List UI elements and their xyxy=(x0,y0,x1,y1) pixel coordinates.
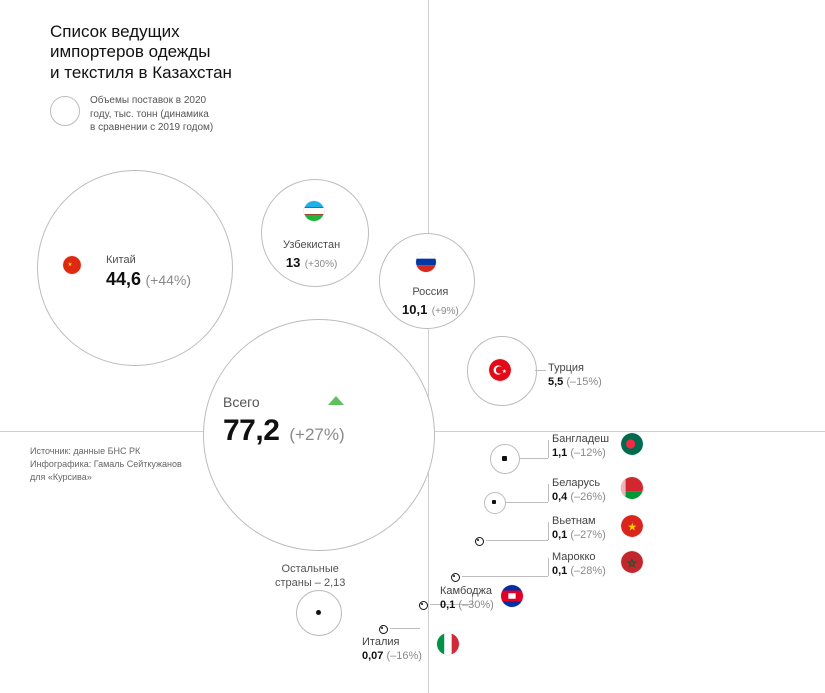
title-line: импортеров одежды xyxy=(50,42,232,62)
marker-vietnam-icon xyxy=(475,537,484,546)
flag-russia-icon xyxy=(416,252,436,272)
svg-text:★: ★ xyxy=(627,559,636,570)
connector-h1-belarus xyxy=(506,502,548,503)
label-vietnam: Вьетнам0,1 (–27%) xyxy=(552,515,606,543)
others-label: Остальныестраны – 2,13 xyxy=(275,563,345,591)
total-change: (+27%) xyxy=(289,424,344,445)
total-label-block: Всего77,2 (+27%) xyxy=(223,394,345,449)
total-value-row: 77,2 (+27%) xyxy=(223,412,345,450)
legend: Объемы поставок в 2020 году, тыс. тонн (… xyxy=(50,94,213,135)
flag-bangladesh-icon xyxy=(621,433,643,455)
marker-morocco-icon xyxy=(451,573,460,582)
flag-cambodia-icon xyxy=(501,585,523,607)
svg-text:★: ★ xyxy=(627,522,637,534)
marker-bangladesh-icon xyxy=(502,456,507,461)
connector-v-bangladesh xyxy=(548,440,549,458)
total-label: Всего xyxy=(223,394,345,412)
flag-vietnam-icon: ★ xyxy=(621,515,643,537)
others-line: страны – 2,13 xyxy=(275,577,345,591)
country-name: Россия xyxy=(402,286,459,300)
country-name: Вьетнам xyxy=(552,515,606,529)
label-morocco: Марокко0,1 (–28%) xyxy=(552,551,606,579)
source-line: Источник: данные БНС РК xyxy=(30,445,182,458)
label-turkey: Турция5,5 (–15%) xyxy=(548,362,602,390)
legend-line: году, тыс. тонн (динамика xyxy=(90,108,213,122)
chart-canvas: Список ведущих импортеров одежды и текст… xyxy=(0,0,825,693)
country-name: Беларусь xyxy=(552,477,606,491)
country-name: Китай xyxy=(106,254,191,268)
connector-turkey xyxy=(535,370,546,371)
country-name: Камбоджа xyxy=(440,585,494,599)
total-value: 77,2 xyxy=(223,412,279,450)
label-cambodia: Камбоджа0,1 (–30%) xyxy=(440,585,494,613)
svg-text:★: ★ xyxy=(502,368,507,375)
country-name: Узбекистан xyxy=(283,239,340,253)
connector-h1-bangladesh xyxy=(520,458,548,459)
country-value-row: 13 (+30%) xyxy=(283,253,340,273)
country-value: 0,07 (–16%) xyxy=(362,650,422,664)
source-line: для «Курсива» xyxy=(30,471,182,484)
title-line: и текстиля в Казахстан xyxy=(50,63,232,83)
flag-china-icon: ★ xyxy=(63,256,81,274)
source-credit: Источник: данные БНС РК Инфографика: Гам… xyxy=(30,445,182,484)
connector-v-belarus xyxy=(548,484,549,502)
marker-dot-italy-icon xyxy=(381,627,383,629)
country-value: 0,1 (–28%) xyxy=(552,565,606,579)
flag-italy-icon xyxy=(437,633,459,655)
flag-turkey-icon: ★ xyxy=(489,359,511,381)
country-value-row: 44,6 (+44%) xyxy=(106,268,191,291)
country-value: 0,1 (–30%) xyxy=(440,599,494,613)
connector-h1-vietnam xyxy=(486,540,548,541)
country-value-row: 10,1 (+9%) xyxy=(402,300,459,320)
others-center-dot-icon xyxy=(316,610,321,615)
country-value: 1,1 (–12%) xyxy=(552,447,609,461)
grid-vertical xyxy=(428,0,429,693)
marker-dot-vietnam-icon xyxy=(477,539,479,541)
marker-cambodia-icon xyxy=(419,601,428,610)
flag-belarus-icon xyxy=(621,477,643,499)
country-value: 0,4 (–26%) xyxy=(552,491,606,505)
marker-dot-morocco-icon xyxy=(453,575,455,577)
caret-up-icon xyxy=(328,396,344,405)
svg-text:★: ★ xyxy=(68,262,73,268)
connector-v-vietnam xyxy=(548,522,549,540)
flag-morocco-icon: ★ xyxy=(621,551,643,573)
label-china: Китай44,6 (+44%) xyxy=(106,254,191,291)
source-line: Инфографика: Гамаль Сейткужанов xyxy=(30,458,182,471)
connector-h1-italy xyxy=(390,628,420,629)
legend-line: в сравнении с 2019 годом) xyxy=(90,121,213,135)
country-name: Бангладеш xyxy=(552,433,609,447)
label-italy: Италия0,07 (–16%) xyxy=(362,636,422,664)
marker-italy-icon xyxy=(379,625,388,634)
legend-line: Объемы поставок в 2020 xyxy=(90,94,213,108)
flag-uzbekistan-icon xyxy=(304,201,324,221)
title-line: Список ведущих xyxy=(50,22,232,42)
country-name: Италия xyxy=(362,636,422,650)
label-russia: Россия10,1 (+9%) xyxy=(402,286,459,320)
legend-ring-icon xyxy=(50,96,80,126)
country-name: Турция xyxy=(548,362,602,376)
connector-v-morocco xyxy=(548,558,549,576)
country-value: 0,1 (–27%) xyxy=(552,529,606,543)
legend-text: Объемы поставок в 2020 году, тыс. тонн (… xyxy=(90,94,213,135)
country-value: 5,5 (–15%) xyxy=(548,376,602,390)
chart-title: Список ведущих импортеров одежды и текст… xyxy=(50,22,232,83)
connector-h1-morocco xyxy=(462,576,548,577)
marker-dot-cambodia-icon xyxy=(421,603,423,605)
country-name: Марокко xyxy=(552,551,606,565)
marker-belarus-icon xyxy=(492,500,496,504)
label-bangladesh: Бангладеш1,1 (–12%) xyxy=(552,433,609,461)
others-line: Остальные xyxy=(275,563,345,577)
label-belarus: Беларусь0,4 (–26%) xyxy=(552,477,606,505)
label-uzbekistan: Узбекистан13 (+30%) xyxy=(283,239,340,273)
